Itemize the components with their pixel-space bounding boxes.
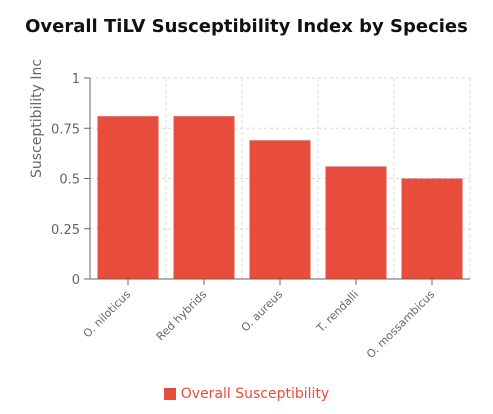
x-tick-label: O. mossambicus — [364, 288, 437, 361]
y-tick-label: 0.75 — [51, 122, 80, 137]
x-tick-label: Red hybrids — [154, 288, 209, 343]
y-tick-label: 0.25 — [51, 223, 80, 238]
bar — [97, 116, 159, 279]
y-tick-label: 1 — [72, 72, 80, 87]
y-tick-label: 0 — [72, 273, 80, 288]
x-tick-label: O. niloticus — [81, 288, 134, 341]
x-tick-label: O. aureus — [239, 288, 286, 335]
legend-swatch — [163, 388, 176, 400]
chart-title: Overall TiLV Susceptibility Index by Spe… — [25, 16, 468, 37]
y-axis-label: Susceptibility Inc — [29, 59, 45, 178]
legend: Overall Susceptibility — [0, 386, 493, 402]
bar — [249, 140, 311, 279]
bar — [401, 178, 463, 279]
legend-label: Overall Susceptibility — [180, 386, 330, 402]
y-tick-label: 0.5 — [59, 173, 80, 188]
bar — [173, 116, 235, 279]
x-tick-label: T. rendalli — [314, 288, 362, 336]
bar — [325, 166, 387, 279]
